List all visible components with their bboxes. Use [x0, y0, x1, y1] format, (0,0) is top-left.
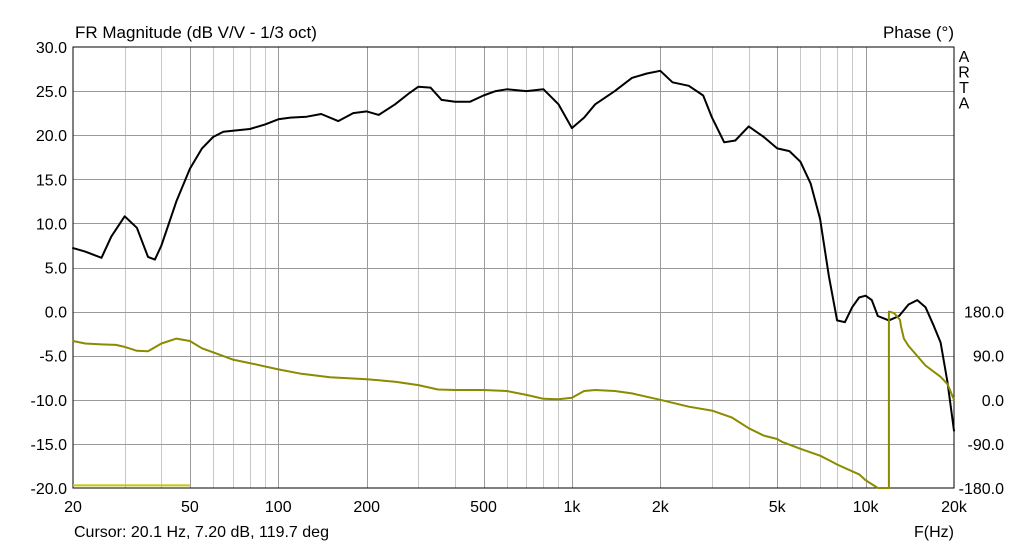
- x-axis-label: F(Hz): [914, 524, 954, 541]
- left-tick-label: -15.0: [31, 437, 68, 454]
- minor-grid: [125, 47, 867, 488]
- right-tick-label: -180.0: [959, 481, 1004, 498]
- brand-letter: A: [959, 49, 970, 66]
- phase-line: [72, 310, 955, 489]
- magnitude-line: [72, 69, 955, 432]
- right-tick-label: 0.0: [982, 393, 1004, 410]
- x-tick-label: 100: [265, 499, 292, 516]
- x-tick-label: 20: [64, 499, 82, 516]
- brand-letter: T: [959, 80, 969, 97]
- x-tick-label: 50: [181, 499, 199, 516]
- left-tick-label: -20.0: [31, 481, 68, 498]
- x-tick-label: 200: [353, 499, 380, 516]
- series-lines: [72, 69, 955, 489]
- left-tick-labels: 30.0 25.0 20.0 15.0 10.0 5.0 0.0 -5.0 -10.0 -15.0…: [31, 40, 68, 498]
- right-tick-label: 90.0: [973, 349, 1004, 366]
- left-tick-label: -10.0: [31, 393, 68, 410]
- phase-title: Phase (°): [883, 23, 954, 42]
- left-tick-label: 10.0: [36, 216, 67, 233]
- chart-title: FR Magnitude (dB V/V - 1/3 oct): [75, 23, 317, 42]
- left-tick-label: 20.0: [36, 128, 67, 145]
- x-tick-label: 10k: [853, 499, 880, 516]
- x-tick-label: 20k: [941, 499, 968, 516]
- brand-letter: R: [958, 65, 970, 82]
- brand-letter: A: [959, 96, 970, 113]
- left-tick-label: 5.0: [45, 261, 67, 278]
- x-tick-label: 2k: [652, 499, 670, 516]
- left-tick-label: -5.0: [39, 349, 67, 366]
- left-tick-label: 15.0: [36, 172, 67, 189]
- left-tick-label: 0.0: [45, 305, 67, 322]
- cursor-readout: Cursor: 20.1 Hz, 7.20 dB, 119.7 deg: [74, 524, 329, 541]
- right-tick-label: -90.0: [968, 437, 1005, 454]
- x-tick-label: 5k: [769, 499, 787, 516]
- x-tick-label: 1k: [563, 499, 581, 516]
- right-tick-labels: 180.0 90.0 0.0 -90.0 -180.0: [959, 305, 1004, 498]
- x-tick-labels: 20 50 100 200 500 1k 2k 5k 10k 20k: [64, 499, 968, 516]
- right-tick-label: 180.0: [964, 305, 1004, 322]
- major-grid: [73, 47, 954, 488]
- x-tick-label: 500: [470, 499, 497, 516]
- plot-frame: [72, 46, 955, 489]
- left-tick-label: 30.0: [36, 40, 67, 57]
- left-tick-label: 25.0: [36, 84, 67, 101]
